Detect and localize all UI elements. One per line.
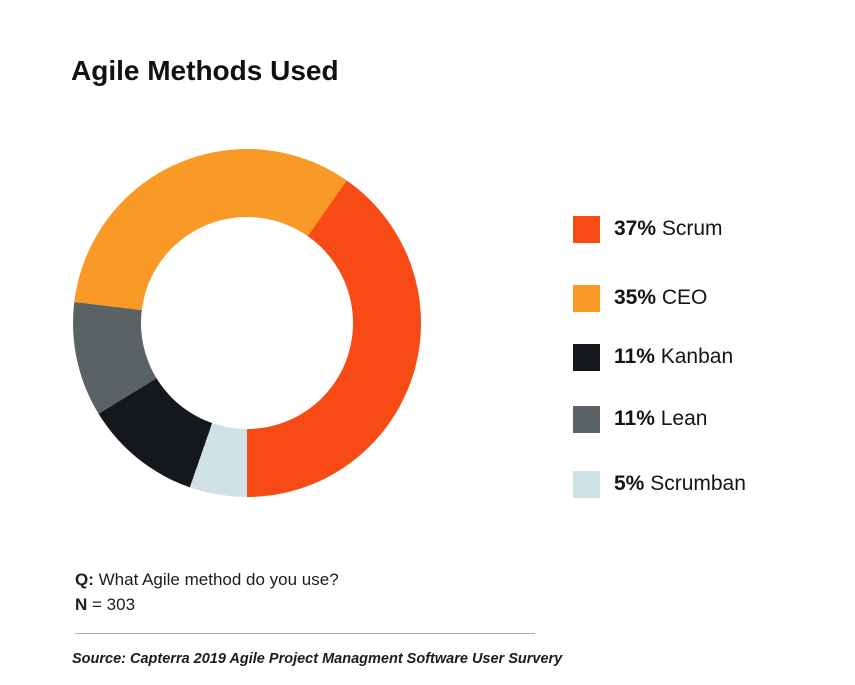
scrum-swatch [573, 215, 600, 243]
legend-label: Lean [660, 407, 708, 430]
legend-text: 11% Kanban [614, 345, 733, 369]
question-line: Q: What Agile method do you use? [75, 567, 339, 592]
legend-text: 5% Scrumban [614, 472, 746, 496]
legend-pct: 11% [614, 407, 655, 430]
legend-text: 35% CEO [614, 286, 707, 310]
legend-pct: 35% [614, 286, 657, 309]
n-label: N [75, 595, 88, 614]
legend-item-ceo: 35% CEO [573, 283, 707, 313]
donut-hole [141, 217, 353, 429]
ceo-swatch [573, 284, 600, 312]
source-citation: Source: Capterra 2019 Agile Project Mana… [72, 651, 563, 667]
donut-chart [73, 149, 421, 497]
question-label: Q: [75, 570, 94, 589]
sample-size-line: N = 303 [75, 592, 339, 617]
divider-line [75, 633, 535, 634]
legend-label: Kanban [660, 345, 734, 368]
legend-label: CEO [661, 286, 708, 309]
legend-text: 11% Lean [614, 407, 707, 431]
lean-swatch [573, 405, 600, 433]
n-value: = 303 [92, 595, 136, 614]
chart-title: Agile Methods Used [71, 55, 339, 86]
kanban-swatch [573, 343, 600, 371]
legend-pct: 5% [614, 472, 645, 495]
legend-label: Scrumban [650, 472, 746, 495]
legend-text: 37% Scrum [614, 217, 723, 241]
legend-pct: 37% [614, 217, 657, 240]
legend-item-scrumban: 5% Scrumban [573, 469, 746, 499]
legend-item-scrum: 37% Scrum [573, 214, 723, 244]
legend-label: Scrum [661, 217, 723, 240]
question-text: What Agile method do you use? [98, 570, 339, 589]
legend-pct: 11% [614, 345, 655, 368]
legend-item-kanban: 11% Kanban [573, 342, 733, 372]
scrumban-swatch [573, 470, 600, 498]
footnote: Q: What Agile method do you use? N = 303 [75, 567, 339, 617]
legend-item-lean: 11% Lean [573, 404, 707, 434]
